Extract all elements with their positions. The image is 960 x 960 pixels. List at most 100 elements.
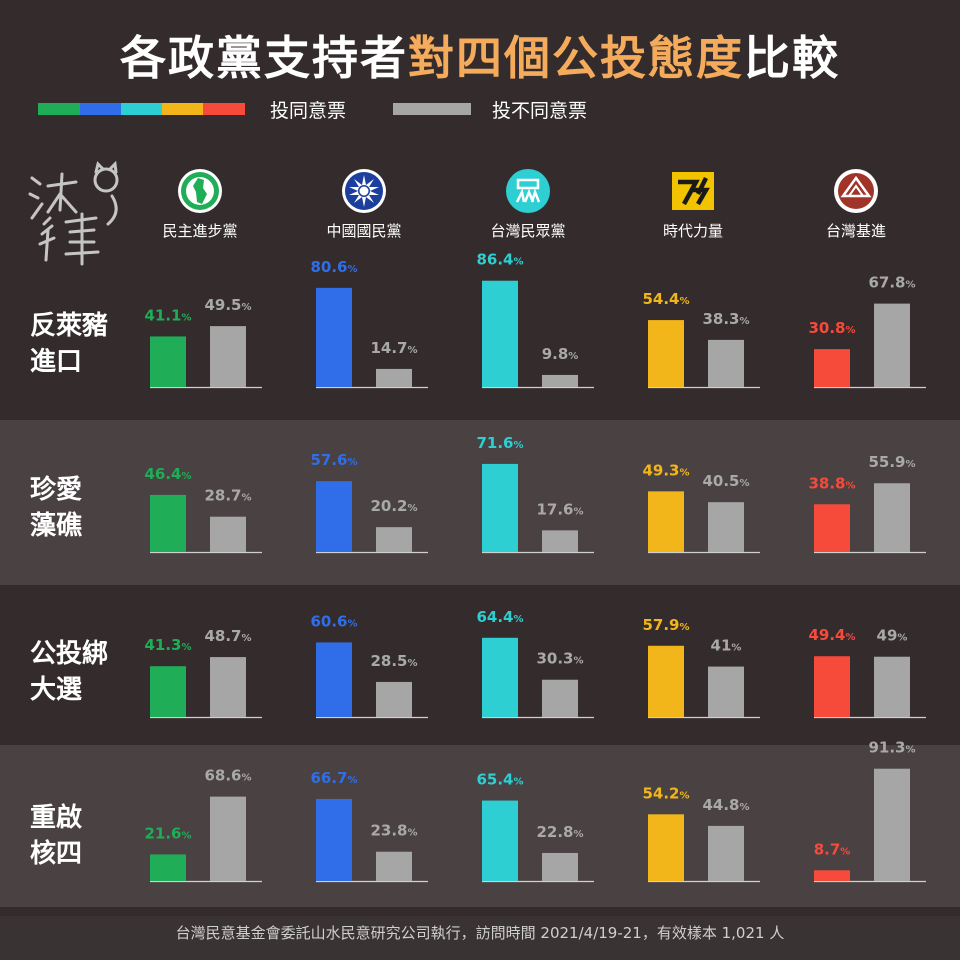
bar-disagree-4-npp <box>708 825 744 881</box>
legend-swatch-dpp <box>38 103 80 115</box>
value-label-disagree-2-npp: 40.5% <box>702 472 749 490</box>
bar-agree-1-dpp <box>150 336 186 387</box>
bar-agree-2-dpp <box>150 494 186 552</box>
legend-swatch-kmt <box>80 103 121 115</box>
row-label-4-line1: 重啟 <box>30 803 83 833</box>
bar-disagree-2-tpp <box>542 530 578 552</box>
bar-disagree-1-dpp <box>210 326 246 387</box>
party-name-kmt: 中國國民黨 <box>326 222 402 240</box>
legend-swatch-tsp <box>203 103 245 115</box>
bar-agree-2-npp <box>648 491 684 552</box>
party-name-tsp: 台灣基進 <box>825 222 886 240</box>
value-label-disagree-4-tpp: 22.8% <box>536 823 583 841</box>
bar-agree-1-npp <box>648 320 684 387</box>
value-label-agree-2-kmt: 57.6% <box>310 451 357 469</box>
bar-agree-3-npp <box>648 645 684 717</box>
value-label-agree-4-tsp: 8.7% <box>814 840 851 858</box>
party-name-npp: 時代力量 <box>662 222 723 240</box>
row-label-1-line1: 反萊豬 <box>30 311 109 341</box>
bar-agree-2-tpp <box>482 463 518 552</box>
bar-disagree-1-tsp <box>874 303 910 387</box>
bar-disagree-1-kmt <box>376 368 412 387</box>
row-label-2-line2: 藻礁 <box>30 511 83 541</box>
value-label-disagree-4-kmt: 23.8% <box>370 822 417 840</box>
value-label-agree-3-kmt: 60.6% <box>310 612 357 630</box>
legend-disagree-label: 投不同意票 <box>492 100 588 122</box>
value-label-disagree-1-tsp: 67.8% <box>868 274 915 292</box>
signature-logo <box>26 160 126 279</box>
value-label-disagree-3-dpp: 48.7% <box>204 627 251 645</box>
bar-disagree-4-tpp <box>542 852 578 881</box>
legend-swatch-tpp <box>121 103 162 115</box>
bar-agree-2-kmt <box>316 481 352 552</box>
bar-agree-3-tpp <box>482 637 518 717</box>
value-label-agree-3-npp: 57.9% <box>642 616 689 634</box>
source-footnote: 台灣民意基金會委託山水民意研究公司執行，訪問時間 2021/4/19-21，有效… <box>0 916 960 960</box>
value-label-disagree-2-dpp: 28.7% <box>204 487 251 505</box>
row-label-1-line2: 進口 <box>30 347 83 377</box>
legend-agree-label: 投同意票 <box>270 100 347 122</box>
value-label-disagree-4-npp: 44.8% <box>702 796 749 814</box>
row-label-4: 重啟 核四 <box>30 800 82 872</box>
title-part1: 各政黨支持者 <box>120 31 408 85</box>
value-label-agree-1-kmt: 80.6% <box>310 258 357 276</box>
value-label-disagree-1-npp: 38.3% <box>702 310 749 328</box>
value-label-disagree-1-dpp: 49.5% <box>204 296 251 314</box>
legend-swatch-npp <box>162 103 203 115</box>
value-label-disagree-2-kmt: 20.2% <box>370 497 417 515</box>
row-label-3: 公投綁 大選 <box>30 636 108 708</box>
tpp-logo-icon <box>506 169 550 213</box>
value-label-disagree-1-tpp: 9.8% <box>542 345 579 363</box>
value-label-agree-4-kmt: 66.7% <box>310 769 357 787</box>
value-label-agree-4-npp: 54.2% <box>642 784 689 802</box>
value-label-agree-3-dpp: 41.3% <box>144 636 191 654</box>
value-label-agree-2-dpp: 46.4% <box>144 465 191 483</box>
value-label-disagree-2-tpp: 17.6% <box>536 500 583 518</box>
bar-disagree-3-dpp <box>210 657 246 717</box>
bar-disagree-4-kmt <box>376 851 412 881</box>
value-label-agree-2-tpp: 71.6% <box>476 434 523 452</box>
watchout-cat-icon <box>28 160 119 266</box>
bar-agree-3-tsp <box>814 656 850 717</box>
bar-disagree-1-npp <box>708 339 744 387</box>
bar-agree-3-dpp <box>150 666 186 717</box>
value-label-agree-1-dpp: 41.1% <box>144 306 191 324</box>
row-label-3-line1: 公投綁 <box>30 639 109 669</box>
title-part3: 比較 <box>744 31 840 85</box>
bar-agree-4-npp <box>648 814 684 881</box>
row-label-4-line2: 核四 <box>30 839 83 869</box>
party-name-tpp: 台灣民眾黨 <box>490 222 566 240</box>
value-label-agree-3-tsp: 49.4% <box>808 626 855 644</box>
value-label-agree-4-dpp: 21.6% <box>144 824 191 842</box>
value-label-agree-1-npp: 54.4% <box>642 290 689 308</box>
bar-disagree-4-tsp <box>874 768 910 881</box>
bar-disagree-2-dpp <box>210 516 246 552</box>
bar-agree-4-kmt <box>316 798 352 881</box>
value-label-agree-2-npp: 49.3% <box>642 461 689 479</box>
value-label-disagree-3-tsp: 49% <box>877 627 908 645</box>
dpp-logo-icon <box>178 169 222 213</box>
value-label-agree-1-tsp: 30.8% <box>808 319 855 337</box>
bar-disagree-4-dpp <box>210 796 246 881</box>
kmt-logo-icon <box>342 169 386 213</box>
bar-disagree-2-npp <box>708 502 744 552</box>
row-label-2-line1: 珍愛 <box>30 475 83 505</box>
value-label-disagree-3-tpp: 30.3% <box>536 650 583 668</box>
row-label-1: 反萊豬 進口 <box>30 308 108 380</box>
value-label-agree-1-tpp: 86.4% <box>476 251 523 269</box>
bar-agree-1-tpp <box>482 280 518 387</box>
bar-agree-1-tsp <box>814 349 850 387</box>
bar-disagree-1-tpp <box>542 374 578 387</box>
value-label-agree-2-tsp: 38.8% <box>808 474 855 492</box>
bar-agree-1-kmt <box>316 287 352 387</box>
value-label-disagree-3-kmt: 28.5% <box>370 652 417 670</box>
value-label-disagree-2-tsp: 55.9% <box>868 453 915 471</box>
npp-logo-icon <box>672 172 714 210</box>
bar-disagree-3-tsp <box>874 656 910 717</box>
title-part2: 對四個公投態度 <box>408 31 744 85</box>
value-label-agree-3-tpp: 64.4% <box>476 608 523 626</box>
bar-agree-4-dpp <box>150 854 186 881</box>
bar-disagree-2-kmt <box>376 527 412 552</box>
